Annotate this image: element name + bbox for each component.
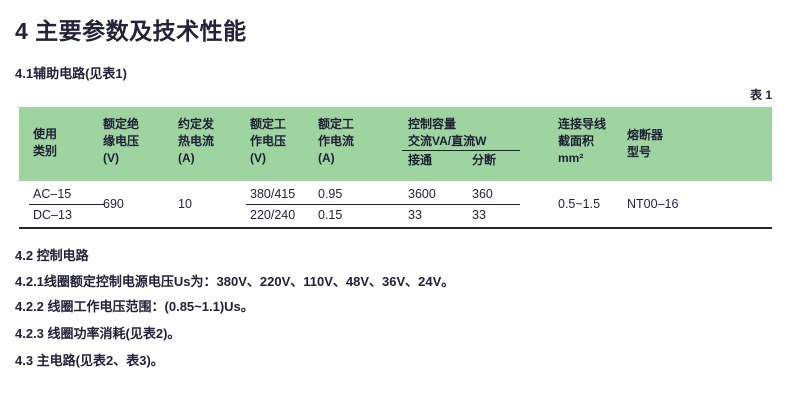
- column-header-working-voltage: 额定工 作电压 (V): [250, 117, 287, 165]
- table-header-row: 使用 类别 额定绝 缘电压 (V) 约定发 热电流 (A) 额定工 作电压 (V…: [19, 107, 772, 181]
- table-caption: 表 1: [749, 88, 772, 102]
- cell-control-make-row2: 33: [408, 208, 422, 222]
- page-title: 4 主要参数及技术性能: [15, 18, 247, 44]
- column-header-control-break: 分断: [472, 153, 497, 167]
- paragraph-4-2-3: 4.2.3 线圈功率消耗(见表2)。: [15, 326, 181, 341]
- cell-usage-row2: DC–13: [33, 208, 72, 222]
- cell-control-break-row1: 360: [472, 187, 493, 201]
- row-divider-middle: [246, 204, 402, 205]
- cell-usage-row1: AC–15: [33, 187, 72, 201]
- row-divider-capacity: [402, 204, 520, 205]
- cell-fuse-model: NT00–16: [627, 197, 679, 211]
- cell-working-current-row2: 0.15: [318, 208, 343, 222]
- cell-working-voltage-row2: 220/240: [250, 208, 296, 222]
- cell-insulation-voltage: 690: [103, 197, 124, 211]
- control-capacity-divider: [402, 150, 520, 151]
- cell-working-voltage-row1: 380/415: [250, 187, 296, 201]
- column-header-control-capacity: 控制容量 交流VA/直流W: [408, 117, 487, 148]
- column-header-usage-category: 使用 类别: [33, 127, 58, 158]
- section-heading-4-1: 4.1辅助电路(见表1): [15, 66, 127, 81]
- cell-control-make-row1: 3600: [408, 187, 436, 201]
- column-header-working-current: 额定工 作电流 (A): [318, 117, 355, 165]
- column-header-thermal-current: 约定发 热电流 (A): [178, 117, 215, 165]
- parameters-table: 使用 类别 额定绝 缘电压 (V) 约定发 热电流 (A) 额定工 作电压 (V…: [19, 107, 772, 229]
- row-divider-usage: [29, 204, 104, 205]
- section-heading-4-2: 4.2 控制电路: [15, 248, 89, 263]
- cell-wire-section: 0.5~1.5: [558, 197, 601, 211]
- table-bottom-border: [19, 227, 772, 229]
- cell-working-current-row1: 0.95: [318, 187, 343, 201]
- section-heading-4-3: 4.3 主电路(见表2、表3)。: [15, 353, 164, 368]
- paragraph-4-2-1: 4.2.1线圈额定控制电源电压Us为：380V、220V、110V、48V、36…: [15, 274, 455, 289]
- paragraph-4-2-2: 4.2.2 线圈工作电压范围：(0.85~1.1)Us。: [15, 299, 254, 314]
- cell-control-break-row2: 33: [472, 208, 486, 222]
- column-header-wire-section: 连接导线 截面积 mm²: [558, 117, 607, 165]
- cell-thermal-current: 10: [178, 197, 192, 211]
- column-header-control-make: 接通: [408, 153, 433, 167]
- table-body: AC–15 380/415 0.95 3600 360 DC–13 220/24…: [19, 181, 772, 229]
- column-header-fuse-model: 熔断器 型号: [627, 128, 664, 159]
- column-header-insulation-voltage: 额定绝 缘电压 (V): [103, 117, 140, 165]
